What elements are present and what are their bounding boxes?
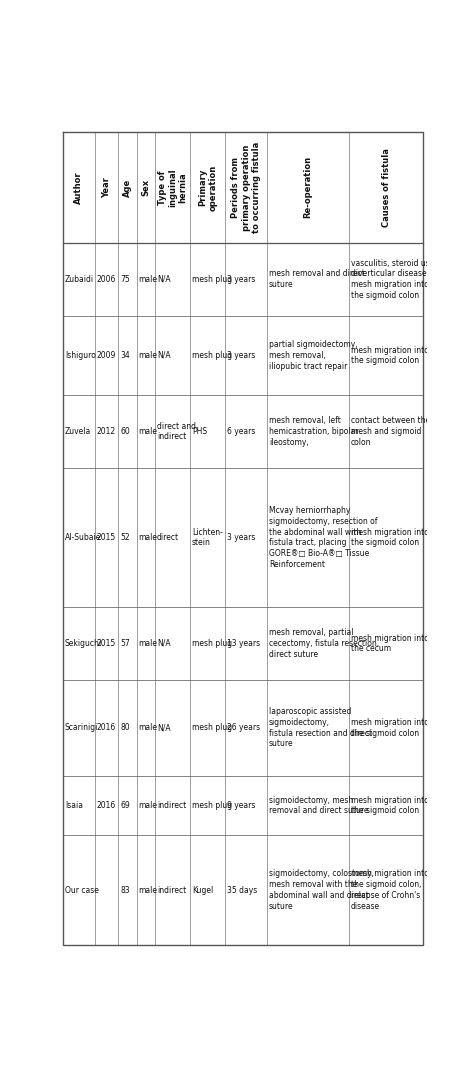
Text: mesh plug: mesh plug bbox=[192, 639, 232, 648]
Text: male: male bbox=[138, 533, 157, 542]
Text: 6 years: 6 years bbox=[227, 427, 255, 436]
Text: Scarinigi: Scarinigi bbox=[65, 724, 98, 732]
Text: Age: Age bbox=[123, 178, 132, 196]
Text: Zubaidi: Zubaidi bbox=[65, 275, 94, 284]
Text: Sekiguchi: Sekiguchi bbox=[65, 639, 102, 648]
Text: Zuvela: Zuvela bbox=[65, 427, 91, 436]
Text: Author: Author bbox=[74, 172, 83, 204]
Text: 69: 69 bbox=[120, 802, 130, 810]
Text: male: male bbox=[138, 724, 157, 732]
Text: mesh removal and direct
suture: mesh removal and direct suture bbox=[269, 270, 365, 289]
Text: mesh removal, left
hemicastration, bipolar
ileostomy,: mesh removal, left hemicastration, bipol… bbox=[269, 417, 359, 447]
Text: sigmoidectomy, mesh
removal and direct suture: sigmoidectomy, mesh removal and direct s… bbox=[269, 795, 369, 815]
Text: male: male bbox=[138, 639, 157, 648]
Text: Type of
inguinal
hernia: Type of inguinal hernia bbox=[158, 168, 188, 207]
Text: Isaia: Isaia bbox=[65, 802, 83, 810]
Text: mesh plug: mesh plug bbox=[192, 724, 232, 732]
Text: 34: 34 bbox=[120, 351, 130, 360]
Text: male: male bbox=[138, 427, 157, 436]
Text: Periods from
primary operation
to occurring fistula: Periods from primary operation to occurr… bbox=[231, 142, 261, 233]
Text: mesh migration into
the sigmoid colon: mesh migration into the sigmoid colon bbox=[351, 717, 429, 738]
Text: 2012: 2012 bbox=[97, 427, 116, 436]
Text: mesh plug: mesh plug bbox=[192, 275, 232, 284]
Text: Lichten-
stein: Lichten- stein bbox=[192, 528, 223, 547]
Text: indirect: indirect bbox=[157, 802, 186, 810]
Text: 60: 60 bbox=[120, 427, 130, 436]
Text: 3 years: 3 years bbox=[227, 533, 255, 542]
Text: Mcvay herniorrhaphy
sigmoidectomy, resection of
the abdominal wall with
fistula : Mcvay herniorrhaphy sigmoidectomy, resec… bbox=[269, 506, 378, 569]
Text: 52: 52 bbox=[120, 533, 130, 542]
Text: male: male bbox=[138, 802, 157, 810]
Text: N/A: N/A bbox=[157, 639, 171, 648]
Text: 57: 57 bbox=[120, 639, 130, 648]
Text: Primary
operation: Primary operation bbox=[198, 164, 218, 211]
Text: mesh removal, partial
cecectomy, fistula resection,
direct suture: mesh removal, partial cecectomy, fistula… bbox=[269, 628, 379, 659]
Text: 2015: 2015 bbox=[97, 639, 116, 648]
Text: 2015: 2015 bbox=[97, 533, 116, 542]
Text: male: male bbox=[138, 351, 157, 360]
Text: 9 years: 9 years bbox=[227, 802, 255, 810]
Text: 80: 80 bbox=[120, 724, 130, 732]
Text: sigmoidectomy, colostomy,
mesh removal with the
abdominal wall and direct
suture: sigmoidectomy, colostomy, mesh removal w… bbox=[269, 870, 374, 910]
Text: mesh migration into
the sigmoid colon: mesh migration into the sigmoid colon bbox=[351, 528, 429, 547]
Text: Year: Year bbox=[102, 177, 111, 198]
Text: Ishiguro: Ishiguro bbox=[65, 351, 96, 360]
Text: Re-operation: Re-operation bbox=[304, 157, 313, 219]
Text: direct and
indirect: direct and indirect bbox=[157, 422, 196, 441]
Text: vasculitis, steroid use,
diverticular disease
mesh migration into
the sigmoid co: vasculitis, steroid use, diverticular di… bbox=[351, 259, 437, 300]
Text: N/A: N/A bbox=[157, 275, 171, 284]
Text: Al-Subaie: Al-Subaie bbox=[65, 533, 101, 542]
Text: mesh plug: mesh plug bbox=[192, 802, 232, 810]
Text: Kugel: Kugel bbox=[192, 886, 213, 894]
Text: laparoscopic assisted
sigmoidectomy,
fistula resection and direct
suture: laparoscopic assisted sigmoidectomy, fis… bbox=[269, 707, 372, 748]
Text: mesh migration into
the sigmoid colon,
relapse of Crohn's
disease: mesh migration into the sigmoid colon, r… bbox=[351, 870, 429, 910]
Text: 13 years: 13 years bbox=[227, 639, 260, 648]
Text: 2006: 2006 bbox=[97, 275, 116, 284]
Text: contact between the
mesh and sigmoid
colon: contact between the mesh and sigmoid col… bbox=[351, 417, 430, 447]
Text: male: male bbox=[138, 886, 157, 894]
Text: mesh plug: mesh plug bbox=[192, 351, 232, 360]
Text: Sex: Sex bbox=[141, 179, 150, 196]
Text: N/A: N/A bbox=[157, 351, 171, 360]
Text: 2009: 2009 bbox=[97, 351, 116, 360]
Text: 2016: 2016 bbox=[97, 724, 116, 732]
Text: 75: 75 bbox=[120, 275, 130, 284]
Text: indirect: indirect bbox=[157, 886, 186, 894]
Text: 3 years: 3 years bbox=[227, 351, 255, 360]
Text: 2016: 2016 bbox=[97, 802, 116, 810]
Text: 26 years: 26 years bbox=[227, 724, 260, 732]
Text: male: male bbox=[138, 275, 157, 284]
Text: mesh migration into
the cecum: mesh migration into the cecum bbox=[351, 633, 429, 653]
Text: Our case: Our case bbox=[65, 886, 99, 894]
Text: 3 years: 3 years bbox=[227, 275, 255, 284]
Text: direct: direct bbox=[157, 533, 179, 542]
Text: N/A: N/A bbox=[157, 724, 171, 732]
Text: mesh migration into
the sigmoid colon: mesh migration into the sigmoid colon bbox=[351, 345, 429, 366]
Text: Causes of fistula: Causes of fistula bbox=[382, 148, 391, 227]
Text: mesh migration into
the sigmoid colon: mesh migration into the sigmoid colon bbox=[351, 795, 429, 815]
Text: 35 days: 35 days bbox=[227, 886, 257, 894]
Text: PHS: PHS bbox=[192, 427, 207, 436]
Text: 83: 83 bbox=[120, 886, 130, 894]
Text: partial sigmoidectomy,
mesh removal,
iliopubic tract repair: partial sigmoidectomy, mesh removal, ili… bbox=[269, 340, 358, 371]
